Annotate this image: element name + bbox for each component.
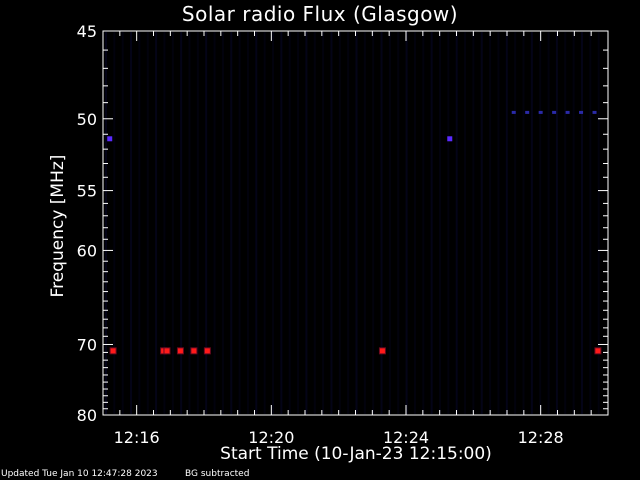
noise-column xyxy=(539,32,542,414)
noise-column xyxy=(355,32,358,414)
noise-column xyxy=(205,32,208,414)
chart-title: Solar radio Flux (Glasgow) xyxy=(181,2,459,26)
noise-column xyxy=(138,32,141,414)
noise-column xyxy=(480,32,483,414)
noise-column xyxy=(455,32,458,414)
emission-spot xyxy=(565,110,570,114)
emission-spot xyxy=(107,136,113,142)
noise-column xyxy=(180,32,183,414)
noise-column xyxy=(489,32,492,414)
emission-spot xyxy=(525,110,530,114)
noise-column xyxy=(313,32,316,414)
noise-column xyxy=(380,32,383,414)
emission-spot xyxy=(511,110,516,114)
emission-spot xyxy=(579,110,584,114)
noise-column xyxy=(547,32,550,414)
noise-column xyxy=(130,32,133,414)
y-tick-label: 70 xyxy=(77,335,97,354)
noise-column xyxy=(213,32,216,414)
background-note: BG subtracted xyxy=(185,469,250,479)
x-tick-label: 12:20 xyxy=(248,428,294,447)
emission-spot xyxy=(447,136,453,142)
noise-column xyxy=(280,32,283,414)
y-tick-label: 60 xyxy=(77,241,97,260)
noise-column xyxy=(163,32,166,414)
noise-column xyxy=(572,32,575,414)
noise-column xyxy=(422,32,425,414)
emission-spot xyxy=(204,348,210,354)
noise-column xyxy=(188,32,191,414)
y-tick-label: 50 xyxy=(77,110,97,129)
noise-column xyxy=(530,32,533,414)
emission-spot xyxy=(110,348,116,354)
emission-spot xyxy=(538,110,543,114)
emission-spot xyxy=(164,348,170,354)
noise-column xyxy=(413,32,416,414)
y-tick-label: 45 xyxy=(77,22,97,41)
noise-column xyxy=(171,32,174,414)
noise-column xyxy=(439,32,441,414)
noise-column xyxy=(555,32,558,414)
noise-column xyxy=(263,32,266,414)
noise-column xyxy=(246,32,249,414)
spectrogram-background xyxy=(103,31,608,415)
noise-column xyxy=(472,32,475,414)
y-tick-label: 80 xyxy=(77,406,97,425)
emission-spot xyxy=(177,348,183,354)
noise-column xyxy=(230,32,233,414)
noise-column xyxy=(363,32,366,414)
noise-column xyxy=(505,32,508,414)
noise-column xyxy=(497,32,500,414)
noise-column xyxy=(272,32,274,414)
noise-column xyxy=(113,32,116,414)
noise-column xyxy=(338,32,341,414)
updated-timestamp: Updated Tue Jan 10 12:47:28 2023 xyxy=(1,469,158,479)
x-tick-label: 12:28 xyxy=(518,428,564,447)
noise-column xyxy=(105,32,107,414)
x-tick-label: 12:24 xyxy=(383,428,429,447)
noise-column xyxy=(347,32,350,414)
axis-ticks xyxy=(102,30,609,416)
noise-column xyxy=(564,32,567,414)
noise-column xyxy=(221,32,224,414)
noise-column xyxy=(388,32,391,414)
noise-column xyxy=(514,32,517,414)
noise-column xyxy=(464,32,467,414)
noise-column xyxy=(330,32,333,414)
noise-column xyxy=(238,32,241,414)
x-axis-label: Start Time (10-Jan-23 12:15:00) xyxy=(220,444,492,464)
noise-column xyxy=(405,32,408,414)
noise-column xyxy=(146,32,149,414)
emission-spot xyxy=(379,348,385,354)
noise-column xyxy=(447,32,450,414)
noise-column xyxy=(255,32,258,414)
noise-column xyxy=(580,32,583,414)
noise-column xyxy=(589,32,592,414)
noise-column xyxy=(288,32,291,414)
y-tick-label: 55 xyxy=(77,182,97,201)
noise-column xyxy=(430,32,433,414)
emission-spot xyxy=(552,110,557,114)
noise-column xyxy=(372,32,375,414)
noise-column xyxy=(196,32,199,414)
noise-column xyxy=(597,32,600,414)
tick-labels: 12:16 12:20 12:24 12:28 45 50 55 60 70 80 xyxy=(77,22,564,447)
emission-spot xyxy=(191,348,197,354)
noise-column xyxy=(305,32,308,414)
x-tick-label: 12:16 xyxy=(114,428,160,447)
emission-spots xyxy=(107,110,602,355)
emission-spot xyxy=(595,348,601,354)
noise-column xyxy=(155,32,158,414)
noise-column xyxy=(297,32,300,414)
emission-spot xyxy=(592,110,597,114)
noise-column xyxy=(522,32,525,414)
noise-column xyxy=(322,32,325,414)
noise-column xyxy=(121,32,124,414)
noise-column xyxy=(397,32,400,414)
